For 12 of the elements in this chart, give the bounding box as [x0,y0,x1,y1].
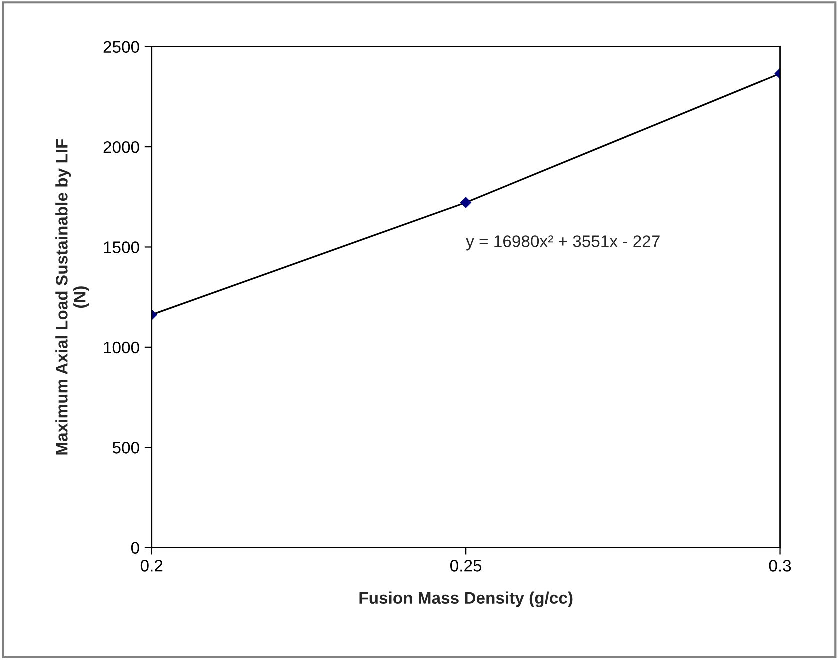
x-tick-label: 0.2 [140,560,163,572]
y-tick-label: 2000 [104,141,140,154]
annotation: y = 16980x² + 3551x - 227 [466,236,660,251]
x-axis-title: Fusion Mass Density (g/cc) [360,592,573,608]
x-tick-label: 0.3 [769,560,792,572]
y-axis-title: Maximum Axial Load Sustainable by LIF (N) [56,139,90,455]
y-tick-label: 0 [131,542,140,554]
x-tick-label: 0.25 [450,560,482,572]
y-tick-label: 1500 [104,242,140,254]
y-tick-label: 1000 [104,342,140,354]
y-tick-label: 2500 [104,41,140,54]
y-tick-label: 500 [112,442,140,454]
